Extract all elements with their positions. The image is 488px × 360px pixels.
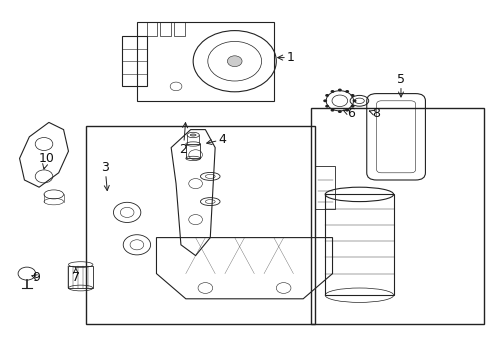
Text: 2: 2 [179,123,187,156]
Text: 9: 9 [32,271,41,284]
Text: 6: 6 [343,107,354,120]
Circle shape [323,99,326,102]
Bar [122,36,146,86]
Bar [325,194,393,295]
Circle shape [330,109,334,112]
Circle shape [227,56,242,67]
Bar [185,144,200,158]
Circle shape [345,90,348,93]
Text: 8: 8 [368,107,380,120]
Ellipse shape [190,134,196,136]
Text: 3: 3 [101,161,109,190]
Bar [174,22,184,36]
Circle shape [325,105,328,108]
Circle shape [325,94,328,97]
Circle shape [352,99,356,102]
Circle shape [350,105,354,108]
Bar [146,22,157,36]
Circle shape [350,94,354,97]
Circle shape [330,90,334,93]
Bar [68,266,93,288]
Circle shape [337,110,341,113]
Bar [160,22,171,36]
Text: 5: 5 [396,73,404,97]
Text: 10: 10 [39,152,54,169]
Circle shape [345,109,348,112]
Circle shape [337,89,341,91]
Text: 7: 7 [72,268,80,284]
Bar [315,166,334,209]
Bar [137,22,273,101]
Text: 4: 4 [206,133,226,146]
Bar [85,126,315,324]
Text: 1: 1 [277,51,294,64]
Bar [310,108,483,324]
